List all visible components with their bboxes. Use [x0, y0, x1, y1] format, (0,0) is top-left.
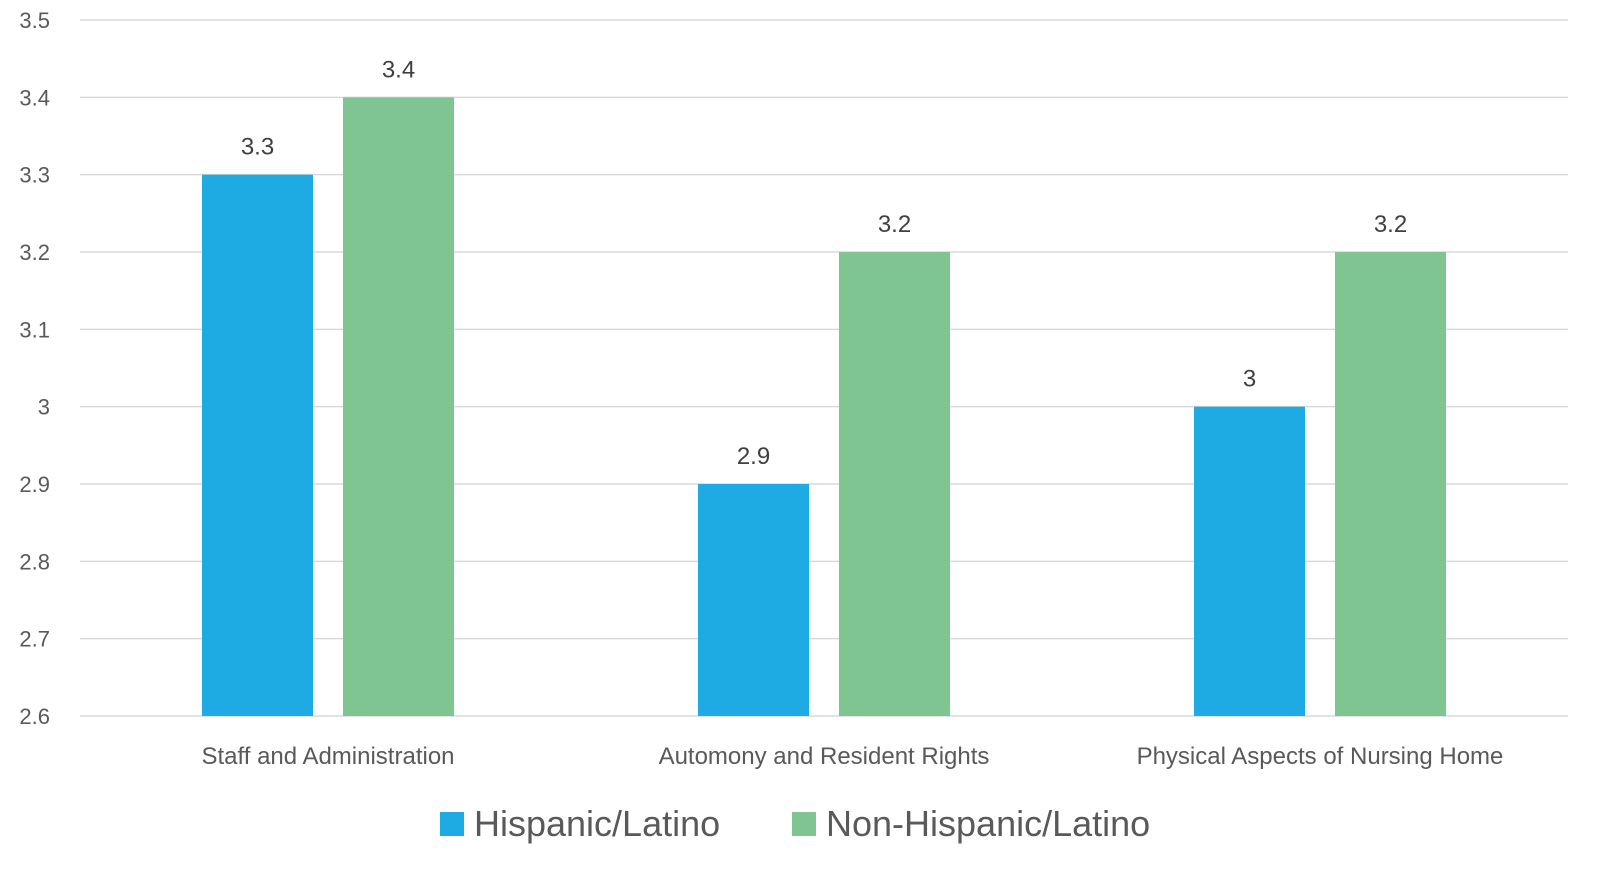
bars: [202, 97, 1446, 717]
data-label: 3.4: [382, 56, 415, 83]
bar: [202, 174, 313, 716]
y-axis-ticks: 2.6 2.7 2.8 2.9 3 3.1 3.2 3.3 3.4 3.5: [19, 8, 50, 729]
data-labels: 3.3 3.4 2.9 3.2 3 3.2: [241, 56, 1407, 470]
bar: [1194, 406, 1305, 716]
y-tick-label: 2.9: [19, 472, 50, 497]
y-tick-label: 3.3: [19, 163, 50, 188]
bar: [1335, 252, 1446, 716]
x-axis-categories: Staff and Administration Automony and Res…: [201, 743, 1503, 770]
legend-label: Non-Hispanic/Latino: [826, 803, 1150, 844]
legend-swatch: [440, 812, 464, 836]
y-tick-label: 3.1: [19, 317, 50, 342]
y-tick-label: 2.8: [19, 549, 50, 574]
y-tick-label: 2.7: [19, 627, 50, 652]
bar: [839, 252, 950, 716]
gridlines: [80, 19, 1568, 717]
legend-item: Non-Hispanic/Latino: [792, 803, 1150, 844]
y-tick-label: 3: [38, 395, 50, 420]
legend-item: Hispanic/Latino: [440, 803, 720, 844]
bar: [698, 484, 809, 716]
y-tick-label: 3.4: [19, 85, 50, 110]
x-category-label: Automony and Resident Rights: [659, 743, 990, 770]
legend: Hispanic/Latino Non-Hispanic/Latino: [440, 803, 1150, 844]
data-label: 3.2: [1374, 211, 1407, 238]
bar: [343, 97, 454, 717]
x-category-label: Staff and Administration: [201, 743, 454, 770]
data-label: 3: [1243, 366, 1256, 393]
x-category-label: Physical Aspects of Nursing Home: [1137, 743, 1504, 770]
y-tick-label: 3.2: [19, 240, 50, 265]
data-label: 2.9: [737, 443, 770, 470]
data-label: 3.2: [878, 211, 911, 238]
legend-label: Hispanic/Latino: [474, 803, 720, 844]
legend-swatch: [792, 812, 816, 836]
y-tick-label: 2.6: [19, 704, 50, 729]
y-tick-label: 3.5: [19, 8, 50, 33]
data-label: 3.3: [241, 134, 274, 161]
